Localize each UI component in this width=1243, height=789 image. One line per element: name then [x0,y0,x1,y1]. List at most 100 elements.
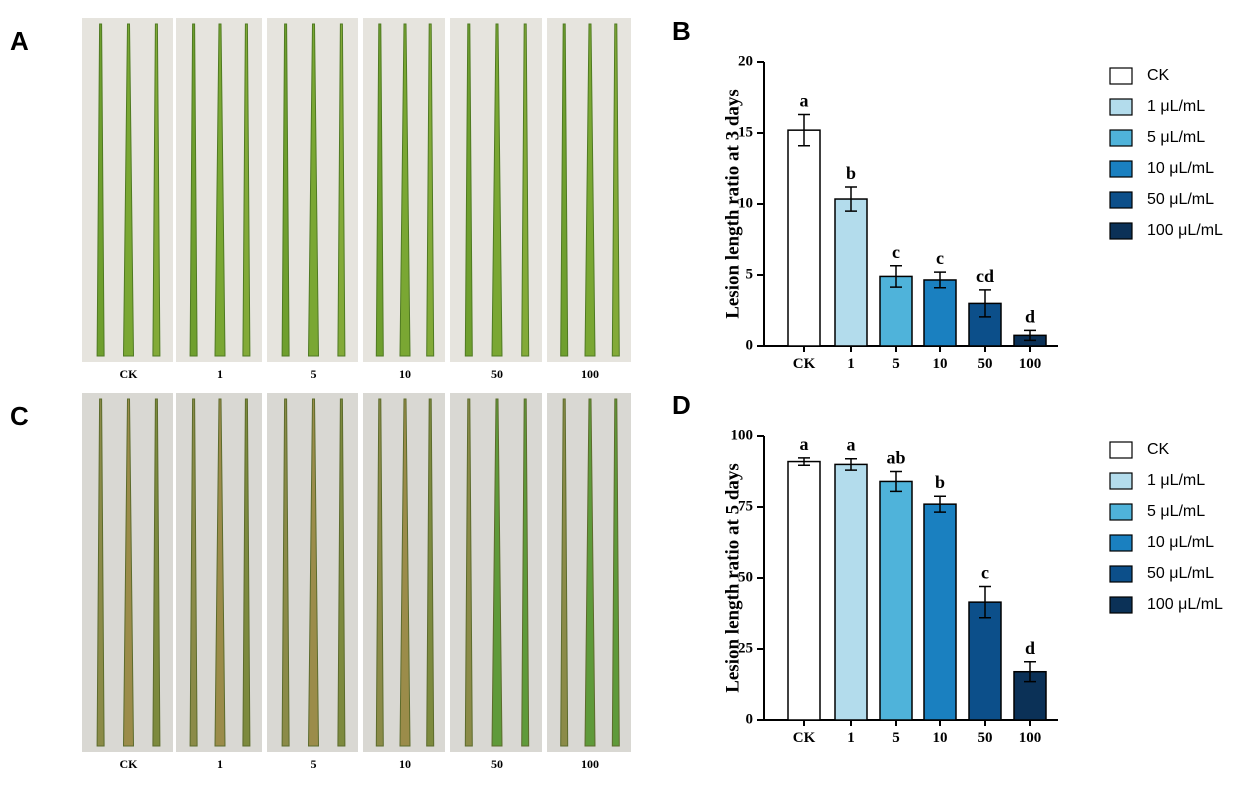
x-tick-label: 5 [892,356,900,372]
legend-swatch [1109,129,1133,147]
error-bar [798,113,810,147]
y-tick-label: 25 [738,640,753,656]
bar [923,503,957,721]
legend-label: 10 μL/mL [1147,160,1214,177]
leaf [281,398,290,747]
significance-label: c [981,563,989,583]
photo-label: CK [120,367,139,381]
y-tick-label: 10 [738,195,753,211]
legend-label: 100 μL/mL [1147,596,1223,613]
x-tick-label: 1 [847,356,855,372]
error-bar [979,289,991,318]
legend-swatch [1109,534,1133,552]
photo-label: 1 [217,757,223,771]
leaf [560,398,569,747]
legend-swatch [1109,503,1133,521]
legend-label: 10 μL/mL [1147,534,1214,551]
y-tick-label: 50 [738,569,753,585]
significance-label: d [1025,638,1035,658]
y-tick-label: 15 [738,124,753,140]
panel-letter: C [10,401,29,431]
photo-label: 50 [491,367,503,381]
y-axis-label: Lesion length ratio at 3 days [722,89,743,319]
y-tick-label: 75 [738,498,753,514]
leaf [375,23,384,357]
leaf [491,398,503,747]
error-bar [934,495,946,513]
error-bar [979,585,991,619]
x-tick-label: 1 [847,730,855,746]
leaf [307,23,320,357]
x-tick-label: 10 [933,356,948,372]
photo-label: CK [120,757,139,771]
photo-label: 10 [399,757,411,771]
legend-label: CK [1147,441,1170,458]
leaf [560,23,569,357]
panel-letter: B [672,16,691,46]
bar [834,198,868,347]
legend-swatch [1109,98,1133,116]
legend-label: CK [1147,67,1170,84]
legend-label: 1 μL/mL [1147,98,1205,115]
leaf [464,23,473,357]
leaf [426,23,435,357]
x-tick-label: 10 [933,730,948,746]
significance-label: d [1025,306,1035,326]
significance-label: a [800,91,809,111]
leaf [122,23,135,357]
significance-label: a [800,434,809,454]
error-bar [934,271,946,289]
error-bar [845,457,857,471]
significance-label: c [892,242,900,262]
bar [879,480,913,721]
leaf [152,23,161,357]
legend-swatch [1109,565,1133,583]
significance-label: c [936,248,944,268]
leaf [375,398,384,747]
legend-swatch [1109,160,1133,178]
x-tick-label: CK [793,356,816,372]
leaf [399,398,411,747]
y-tick-label: 20 [738,53,753,69]
significance-label: b [935,472,945,492]
x-tick-label: 5 [892,730,900,746]
legend-label: 5 μL/mL [1147,129,1205,146]
error-bar [1024,661,1036,683]
error-bar [798,457,810,467]
x-tick-label: 50 [978,356,993,372]
photo-label: 100 [581,757,599,771]
photo-label: 5 [311,757,317,771]
panel-letter: D [672,390,691,420]
significance-label: b [846,163,856,183]
legend-swatch [1109,191,1133,209]
legend-label: 50 μL/mL [1147,565,1214,582]
y-tick-label: 0 [746,337,754,353]
significance-label: cd [976,266,994,286]
leaf [491,23,503,357]
y-tick-label: 5 [746,266,754,282]
leaf [464,398,473,747]
x-tick-label: 100 [1019,730,1042,746]
leaf [242,398,251,747]
leaf [337,23,346,357]
significance-label: a [847,435,856,455]
photo-label: 10 [399,367,411,381]
leaf [521,23,530,357]
leaf [584,23,596,357]
x-tick-label: 100 [1019,356,1042,372]
y-axis-label: Lesion length ratio at 5 days [722,463,743,693]
legend-label: 100 μL/mL [1147,222,1223,239]
x-tick-label: CK [793,730,816,746]
panel-letter: A [10,26,29,56]
leaf [584,398,596,747]
leaf [122,398,135,747]
leaf [96,23,105,357]
legend-swatch [1109,67,1133,85]
leaf [337,398,346,747]
photo-label: 1 [217,367,223,381]
x-tick-label: 50 [978,730,993,746]
legend-swatch [1109,222,1133,240]
leaf [426,398,435,747]
photo-label: 50 [491,757,503,771]
